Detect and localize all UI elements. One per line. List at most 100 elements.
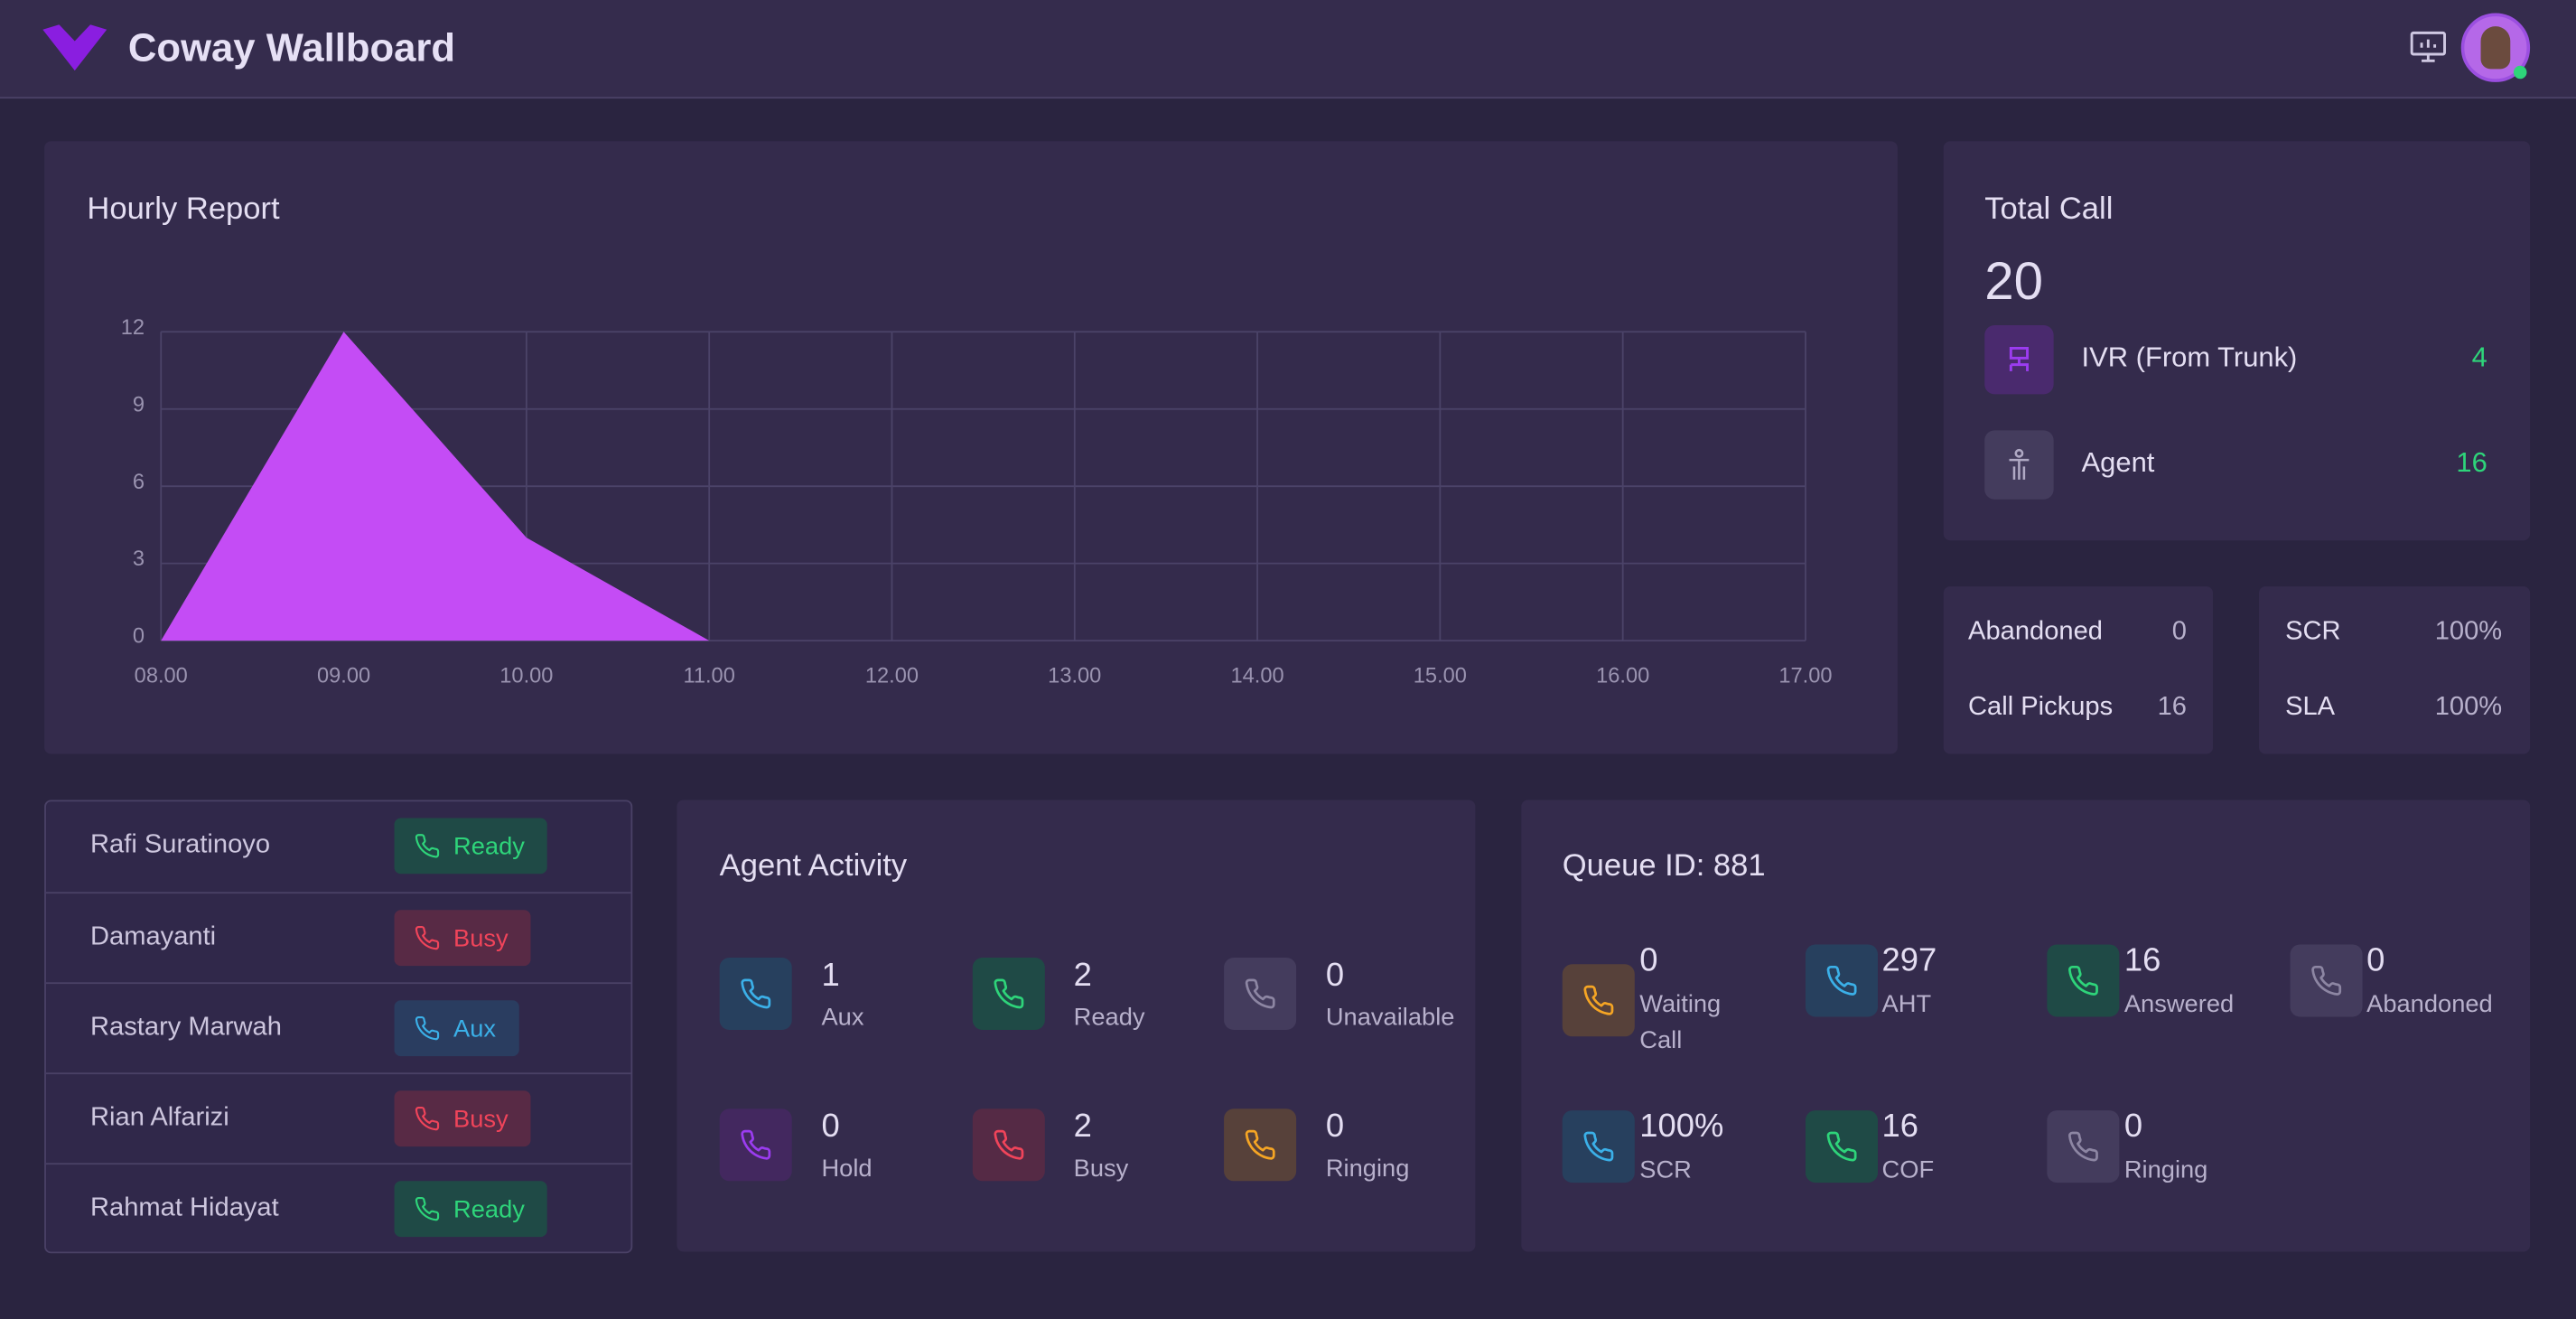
queue-label: COF — [1881, 1156, 1935, 1184]
phone-icon — [1582, 984, 1615, 1016]
stats-panel: Abandoned 0 Call Pickups 16 — [1943, 586, 2214, 754]
activity-value: 1 — [821, 958, 840, 995]
stat-label: Abandoned — [1968, 617, 2103, 646]
status-text: Aux — [453, 1014, 497, 1043]
area-chart: 0 3 6 9 12 08.00 09.00 10.00 11.00 12.00 13.00 14.0… — [121, 316, 1833, 688]
phone-icon — [740, 1128, 772, 1161]
x-tick-label: 08.00 — [135, 664, 188, 688]
y-tick-label: 3 — [133, 547, 145, 571]
queue-icon — [2047, 1110, 2120, 1183]
status-badge: Busy — [394, 910, 532, 967]
phone-icon — [414, 1015, 440, 1042]
queue-icon — [2047, 944, 2120, 1017]
total-call-panel: Total Call 20 IVR (From Trunk) 4 Agent 1… — [1943, 141, 2531, 541]
agent-row: Rafi Suratinoyo Ready — [46, 801, 631, 892]
stat-label: SCR — [2285, 617, 2341, 646]
queue-value: 0 — [1639, 942, 1658, 979]
top-bar: Coway Wallboard — [0, 0, 2576, 99]
status-badge: Busy — [394, 1090, 532, 1147]
agent-name: Rafi Suratinoyo — [90, 831, 271, 859]
activity-label: Ready — [1073, 1003, 1145, 1032]
activity-label: Unavailable — [1325, 1003, 1455, 1032]
area — [161, 332, 710, 641]
phone-icon — [414, 1106, 440, 1132]
queue-icon — [2289, 944, 2362, 1017]
agent-name: Rian Alfarizi — [90, 1103, 229, 1132]
y-tick-label: 12 — [121, 316, 145, 340]
item-label: Agent — [2081, 446, 2155, 479]
panel-title: Queue ID: 881 — [1562, 849, 1766, 884]
y-tick-label: 6 — [133, 471, 145, 494]
agent-icon — [1984, 430, 2054, 500]
ivr-icon — [1984, 325, 2054, 395]
queue-label: Waiting Call — [1639, 990, 1722, 1055]
activity-icon — [971, 1109, 1044, 1182]
stat-value: 0 — [2171, 617, 2187, 646]
queue-value: 0 — [2366, 942, 2385, 979]
activity-icon — [1224, 958, 1297, 1031]
agent-activity-panel: Agent Activity 1 Aux 2 Ready 0 Unavailable 0 Ho… — [677, 800, 1476, 1252]
activity-icon — [719, 958, 792, 1031]
x-tick-label: 12.00 — [865, 664, 919, 688]
monitor-icon[interactable] — [2410, 31, 2446, 64]
activity-label: Aux — [821, 1003, 864, 1032]
status-badge: Ready — [394, 1181, 548, 1238]
status-badge: Ready — [394, 818, 548, 875]
agent-row: Rastary Marwah Aux — [45, 982, 631, 1074]
agent-name: Damayanti — [90, 922, 217, 951]
status-text: Ready — [453, 1194, 525, 1223]
logo — [42, 24, 107, 71]
x-tick-label: 16.00 — [1596, 664, 1649, 688]
queue-value: 16 — [2123, 942, 2161, 979]
phone-icon — [2067, 1130, 2099, 1163]
queue-label: Answered — [2123, 990, 2235, 1019]
queue-icon — [1805, 1110, 1878, 1183]
total-value: 20 — [1984, 251, 2043, 311]
activity-label: Busy — [1073, 1155, 1129, 1183]
phone-icon — [1582, 1130, 1615, 1163]
phone-icon — [992, 1128, 1024, 1161]
stat-value: 100% — [2434, 693, 2503, 722]
x-tick-label: 14.00 — [1230, 664, 1283, 688]
queue-panel: Queue ID: 881 0 Waiting Call 297 AHT 16 Answe… — [1521, 800, 2531, 1252]
y-tick-label: 9 — [133, 393, 145, 416]
activity-value: 0 — [1325, 1109, 1345, 1146]
agent-row: Damayanti Busy — [45, 892, 631, 984]
x-tick-label: 15.00 — [1414, 664, 1467, 688]
x-tick-label: 10.00 — [499, 664, 553, 688]
phone-icon — [2067, 964, 2099, 996]
activity-value: 2 — [1073, 958, 1092, 995]
agent-name: Rastary Marwah — [90, 1013, 282, 1042]
panel-title: Hourly Report — [87, 192, 280, 227]
activity-value: 0 — [1325, 958, 1345, 995]
x-tick-label: 17.00 — [1778, 664, 1832, 688]
queue-value: 100% — [1639, 1109, 1724, 1146]
activity-icon — [719, 1109, 792, 1182]
item-value: 4 — [2471, 341, 2487, 373]
agent-list: Rafi Suratinoyo Ready Damayanti Busy Rastary… — [44, 800, 633, 1254]
phone-icon — [1825, 964, 1857, 996]
queue-value: 0 — [2123, 1109, 2143, 1146]
queue-icon — [1805, 944, 1878, 1017]
phone-icon — [740, 978, 772, 1010]
phone-icon — [992, 978, 1024, 1010]
status-text: Busy — [453, 1104, 509, 1133]
stat-value: 16 — [2157, 693, 2187, 722]
item-value: 16 — [2456, 446, 2487, 479]
phone-icon — [1244, 978, 1276, 1010]
queue-icon — [1562, 964, 1635, 1037]
stat-value: 100% — [2434, 617, 2503, 646]
queue-icon — [1562, 1110, 1635, 1183]
queue-label: AHT — [1881, 990, 1932, 1019]
queue-value: 297 — [1881, 942, 1937, 979]
avatar[interactable] — [2460, 13, 2531, 82]
stats-panel: SCR 100% SLA 100% — [2258, 586, 2531, 754]
queue-label: Ringing — [2123, 1156, 2208, 1184]
activity-value: 0 — [821, 1109, 840, 1146]
panel-title: Agent Activity — [719, 849, 908, 884]
queue-value: 16 — [1881, 1109, 1919, 1146]
panel-title: Total Call — [1984, 192, 2114, 227]
status-text: Ready — [453, 831, 525, 860]
activity-label: Hold — [821, 1155, 873, 1183]
status-badge: Aux — [394, 1000, 519, 1057]
